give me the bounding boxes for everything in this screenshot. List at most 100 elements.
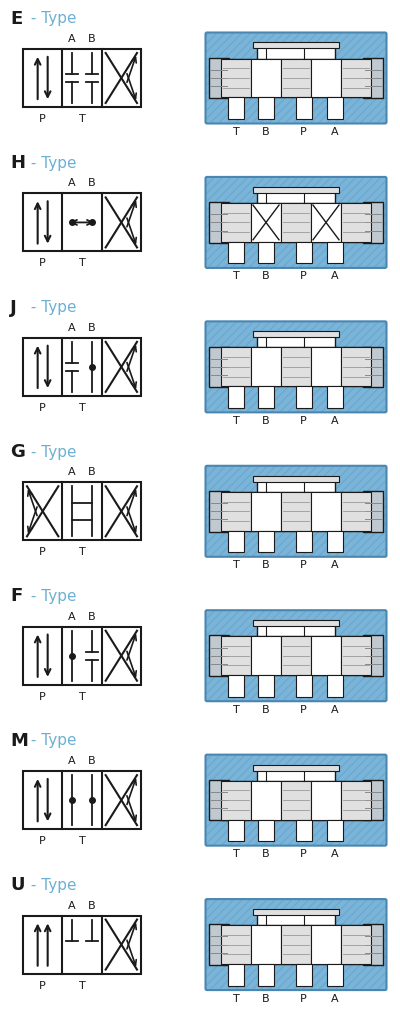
Text: P: P — [39, 259, 46, 269]
Bar — [209, 347, 229, 387]
Text: T: T — [79, 692, 85, 702]
Text: P: P — [39, 981, 46, 991]
Text: J: J — [10, 298, 17, 316]
Bar — [311, 59, 341, 97]
Bar — [221, 636, 251, 675]
Bar — [363, 635, 383, 676]
Bar — [221, 925, 371, 963]
Text: B: B — [88, 467, 96, 477]
Bar — [228, 820, 244, 841]
Text: T: T — [79, 981, 85, 991]
Bar — [363, 779, 383, 821]
Bar — [341, 348, 371, 386]
Text: U: U — [10, 877, 24, 895]
Bar — [341, 780, 371, 820]
Bar — [253, 620, 339, 626]
Bar — [296, 242, 312, 264]
Text: B: B — [88, 178, 96, 188]
Bar — [209, 924, 229, 964]
Bar — [341, 925, 371, 963]
Text: T: T — [79, 114, 85, 124]
Text: A: A — [331, 994, 339, 1004]
FancyBboxPatch shape — [206, 754, 386, 845]
Bar — [363, 491, 383, 532]
Bar — [251, 348, 281, 386]
Bar — [281, 492, 311, 531]
Bar — [221, 203, 251, 242]
Bar — [221, 203, 371, 242]
Text: A: A — [68, 178, 76, 188]
Text: A: A — [331, 705, 339, 715]
Bar — [23, 193, 141, 252]
Bar — [228, 386, 244, 407]
Bar — [257, 912, 335, 925]
Bar — [221, 925, 251, 963]
Text: B: B — [88, 756, 96, 766]
Text: - Type: - Type — [26, 156, 76, 171]
Bar — [341, 492, 371, 531]
Bar — [327, 97, 343, 119]
Text: B: B — [88, 901, 96, 911]
Text: - Type: - Type — [26, 589, 76, 604]
Text: B: B — [262, 416, 270, 426]
Bar — [296, 531, 312, 552]
Text: A: A — [331, 416, 339, 426]
Bar — [258, 242, 274, 264]
Text: P: P — [39, 402, 46, 412]
Bar — [221, 59, 251, 97]
Bar — [221, 492, 371, 531]
Bar — [281, 636, 311, 675]
Text: B: B — [88, 612, 96, 622]
FancyBboxPatch shape — [206, 899, 386, 990]
Bar — [228, 242, 244, 264]
Bar — [23, 627, 141, 684]
Text: B: B — [262, 705, 270, 715]
Bar — [253, 476, 339, 481]
FancyBboxPatch shape — [206, 32, 386, 123]
Text: - Type: - Type — [26, 11, 76, 26]
Bar — [257, 335, 335, 348]
Text: B: B — [262, 271, 270, 281]
Bar — [257, 45, 335, 59]
Text: T: T — [79, 402, 85, 412]
Bar — [23, 916, 141, 974]
Bar — [209, 58, 229, 98]
Text: A: A — [68, 34, 76, 44]
Text: P: P — [39, 692, 46, 702]
Text: A: A — [331, 271, 339, 281]
Bar — [209, 779, 229, 821]
Bar — [341, 203, 371, 242]
Text: G: G — [10, 443, 25, 461]
Bar — [311, 925, 341, 963]
Bar — [253, 332, 339, 338]
Bar — [221, 348, 371, 386]
Bar — [327, 820, 343, 841]
Text: T: T — [233, 271, 239, 281]
Text: P: P — [300, 994, 307, 1004]
Bar — [327, 386, 343, 407]
Bar — [257, 479, 335, 492]
FancyBboxPatch shape — [206, 321, 386, 412]
Bar — [363, 347, 383, 387]
Bar — [257, 767, 335, 780]
Text: T: T — [233, 849, 239, 859]
Text: P: P — [39, 114, 46, 124]
Text: B: B — [88, 323, 96, 333]
Bar — [209, 202, 229, 243]
Bar — [341, 59, 371, 97]
Text: B: B — [262, 849, 270, 859]
Bar — [23, 482, 141, 540]
Bar — [221, 492, 251, 531]
FancyBboxPatch shape — [206, 611, 386, 702]
Text: T: T — [233, 127, 239, 137]
Text: E: E — [10, 10, 22, 27]
Bar — [327, 531, 343, 552]
Bar — [281, 348, 311, 386]
Text: A: A — [68, 756, 76, 766]
Text: B: B — [262, 560, 270, 570]
Bar — [251, 59, 281, 97]
Bar — [363, 202, 383, 243]
Bar — [251, 492, 281, 531]
Bar — [296, 675, 312, 697]
Bar — [341, 636, 371, 675]
